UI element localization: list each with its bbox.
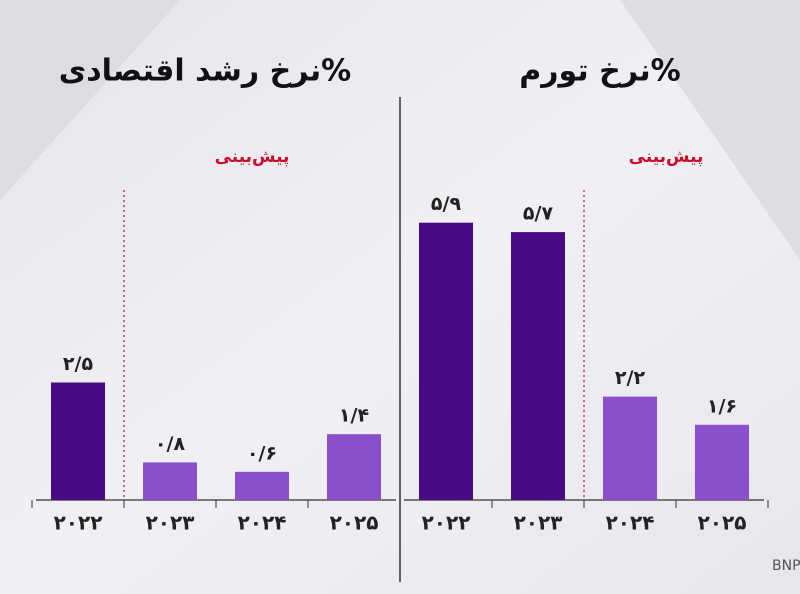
forecast-label: پیش‌بینی [629, 147, 704, 167]
bar [235, 471, 289, 500]
chart-title: %نرخ تورم [519, 54, 680, 89]
bar [51, 382, 105, 500]
value-label: ۵/۷ [523, 203, 554, 225]
x-tick-label: ۲۰۲۴ [606, 511, 655, 535]
bg-shape [0, 0, 180, 200]
x-tick-label: ۲۰۲۲ [422, 511, 471, 535]
value-label: ۰/۸ [155, 433, 186, 455]
value-label: ۱/۶ [707, 395, 737, 417]
value-label: ۲/۲ [615, 367, 646, 389]
value-label: ۵/۹ [431, 193, 462, 215]
value-label: ۰/۶ [247, 442, 277, 464]
x-tick-label: ۲۰۲۴ [238, 511, 287, 535]
bar [511, 232, 565, 500]
x-tick-label: ۲۰۲۵ [698, 511, 747, 535]
x-tick-label: ۲۰۲۳ [514, 511, 563, 535]
value-label: ۲/۵ [63, 353, 94, 375]
value-label: ۱/۴ [339, 405, 369, 427]
x-tick-label: ۲۰۲۳ [146, 511, 195, 535]
forecast-label: پیش‌بینی [215, 147, 290, 167]
x-tick-label: ۲۰۲۲ [54, 511, 103, 535]
source: منبع: BNP PARIBAS GLOBAL MARKETS [772, 558, 800, 574]
bg-shape [620, 0, 800, 260]
bar [419, 222, 473, 500]
x-tick-label: ۲۰۲۵ [330, 511, 379, 535]
bar [695, 424, 749, 500]
chart-title: %نرخ رشد اقتصادی [59, 54, 352, 89]
bar [327, 434, 381, 500]
bar [603, 396, 657, 500]
bar [143, 462, 197, 500]
